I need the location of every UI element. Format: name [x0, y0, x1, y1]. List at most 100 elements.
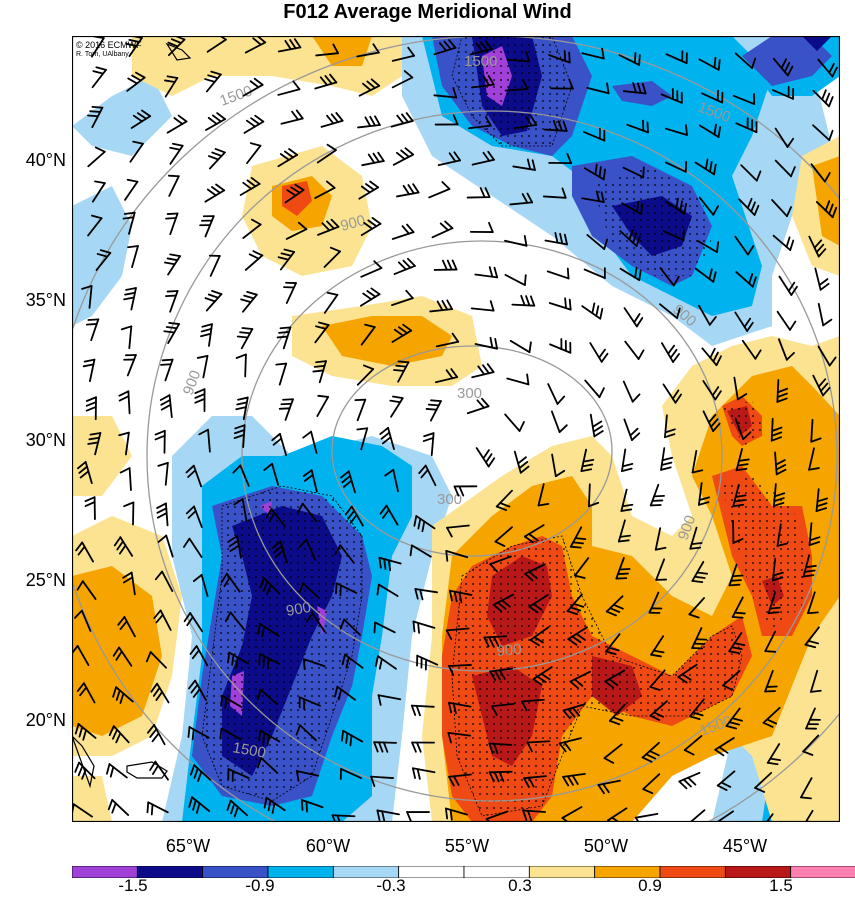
wind-barb-feather: [254, 114, 265, 123]
wind-barb-feather: [476, 399, 485, 409]
wind-barb-feather: [246, 290, 258, 296]
wind-barb-feather: [283, 248, 296, 253]
wind-barb-staff: [697, 240, 718, 254]
wind-barb-feather: [135, 71, 146, 79]
wind-barb-feather: [401, 225, 410, 235]
wind-barb-staff: [528, 593, 549, 608]
wind-barb-staff: [689, 698, 705, 718]
wind-barb-feather: [452, 87, 458, 99]
wind-barb-feather: [407, 184, 415, 195]
wind-barb-feather: [258, 729, 262, 742]
wind-barb-feather: [790, 285, 798, 296]
wind-barb-feather: [332, 43, 339, 55]
wind-barb-staff: [604, 669, 626, 683]
wind-barb-feather: [769, 757, 782, 762]
wind-barb-feather: [447, 731, 452, 744]
wind-barb-staff: [650, 635, 665, 656]
wind-barb-staff: [812, 89, 830, 108]
wind-barb-feather: [85, 401, 97, 407]
wind-barb-feather: [709, 347, 716, 359]
wind-barb-feather: [317, 394, 330, 398]
wind-barb-feather: [83, 358, 96, 363]
wind-barb-feather: [284, 39, 292, 51]
wind-barb-feather: [141, 109, 152, 118]
wind-barb-feather: [526, 192, 534, 204]
wind-barb-staff: [448, 701, 472, 708]
wind-barb-staff: [370, 775, 394, 779]
wind-barb-staff: [94, 432, 102, 456]
wind-barb-feather: [803, 569, 816, 573]
wind-barb-feather: [632, 232, 638, 244]
wind-barb-staff: [229, 799, 248, 817]
wind-barb-feather: [642, 166, 645, 179]
wind-barb-staff: [189, 612, 204, 633]
wind-barb-feather: [155, 613, 164, 624]
wind-barb-staff: [412, 767, 436, 774]
wind-barb-feather: [458, 591, 463, 604]
wind-barb-feather: [406, 811, 412, 822]
wind-barb-staff: [504, 273, 526, 286]
wind-barb-staff: [583, 268, 606, 279]
wind-barb-staff: [360, 222, 382, 237]
wind-barb-feather: [725, 725, 738, 730]
wind-barb-staff: [778, 275, 793, 296]
wind-barb-feather: [377, 151, 385, 162]
wind-barb-staff: [802, 734, 820, 753]
wind-barb-staff: [194, 679, 207, 701]
wind-barb-feather: [831, 206, 838, 219]
wind-barb-feather: [582, 458, 595, 463]
wind-barb-feather: [417, 621, 421, 634]
wind-barb-feather: [297, 221, 308, 231]
wind-barb-feather: [786, 65, 794, 77]
wind-barb-staff: [236, 535, 242, 559]
wind-barb-staff: [662, 230, 685, 242]
wind-barb-staff: [433, 94, 458, 99]
wind-barb-feather: [649, 714, 661, 721]
wind-barb-feather: [636, 200, 640, 213]
wind-barb-feather: [528, 776, 535, 788]
wind-barb-feather: [272, 437, 283, 446]
wind-barb-feather: [273, 545, 283, 554]
wind-barb-staff: [112, 725, 130, 744]
wind-barb-feather: [480, 41, 489, 52]
wind-barb-staff: [91, 182, 106, 203]
wind-barb-feather: [286, 189, 297, 197]
wind-barb-staff: [277, 88, 301, 96]
wind-barb-feather: [263, 462, 273, 472]
wind-barb-feather: [445, 369, 454, 380]
wind-barb-feather: [154, 434, 166, 441]
wind-barb-staff: [550, 410, 561, 433]
wind-barb-feather: [773, 497, 785, 503]
wind-barb-feather: [488, 636, 495, 648]
wind-barb-feather: [452, 114, 459, 126]
wind-barb-feather: [382, 741, 389, 753]
wind-barb-staff: [126, 354, 137, 377]
wind-barb-feather: [376, 809, 381, 822]
wind-barb-staff: [634, 812, 659, 819]
wind-barb-feather: [152, 686, 161, 697]
wind-barb-staff: [567, 626, 588, 640]
wind-barb-feather: [275, 362, 288, 366]
wind-barb-staff: [391, 76, 414, 89]
wind-barb-feather: [678, 780, 688, 790]
wind-barb-feather: [219, 727, 223, 740]
wind-barb-staff: [149, 651, 167, 669]
wind-barb-staff: [548, 302, 572, 311]
wind-barb-feather: [766, 761, 779, 766]
wind-barb-feather: [635, 317, 644, 328]
wind-barb-feather: [187, 726, 191, 738]
wind-barb-feather: [395, 364, 408, 368]
wind-barb-staff: [665, 127, 688, 136]
wind-barb-feather: [370, 775, 376, 787]
wind-barb-feather: [735, 467, 748, 472]
wind-barb-staff: [623, 418, 633, 441]
wind-barb-staff: [809, 669, 819, 693]
wind-barb-feather: [730, 579, 742, 582]
wind-barb-feather: [377, 694, 382, 706]
wind-barb-feather: [676, 307, 681, 319]
wind-barb-feather: [828, 356, 837, 367]
wind-barb-feather: [693, 575, 706, 579]
wind-barb-staff: [649, 700, 668, 717]
wind-barb-feather: [227, 535, 239, 543]
wind-barb-feather: [689, 715, 701, 721]
